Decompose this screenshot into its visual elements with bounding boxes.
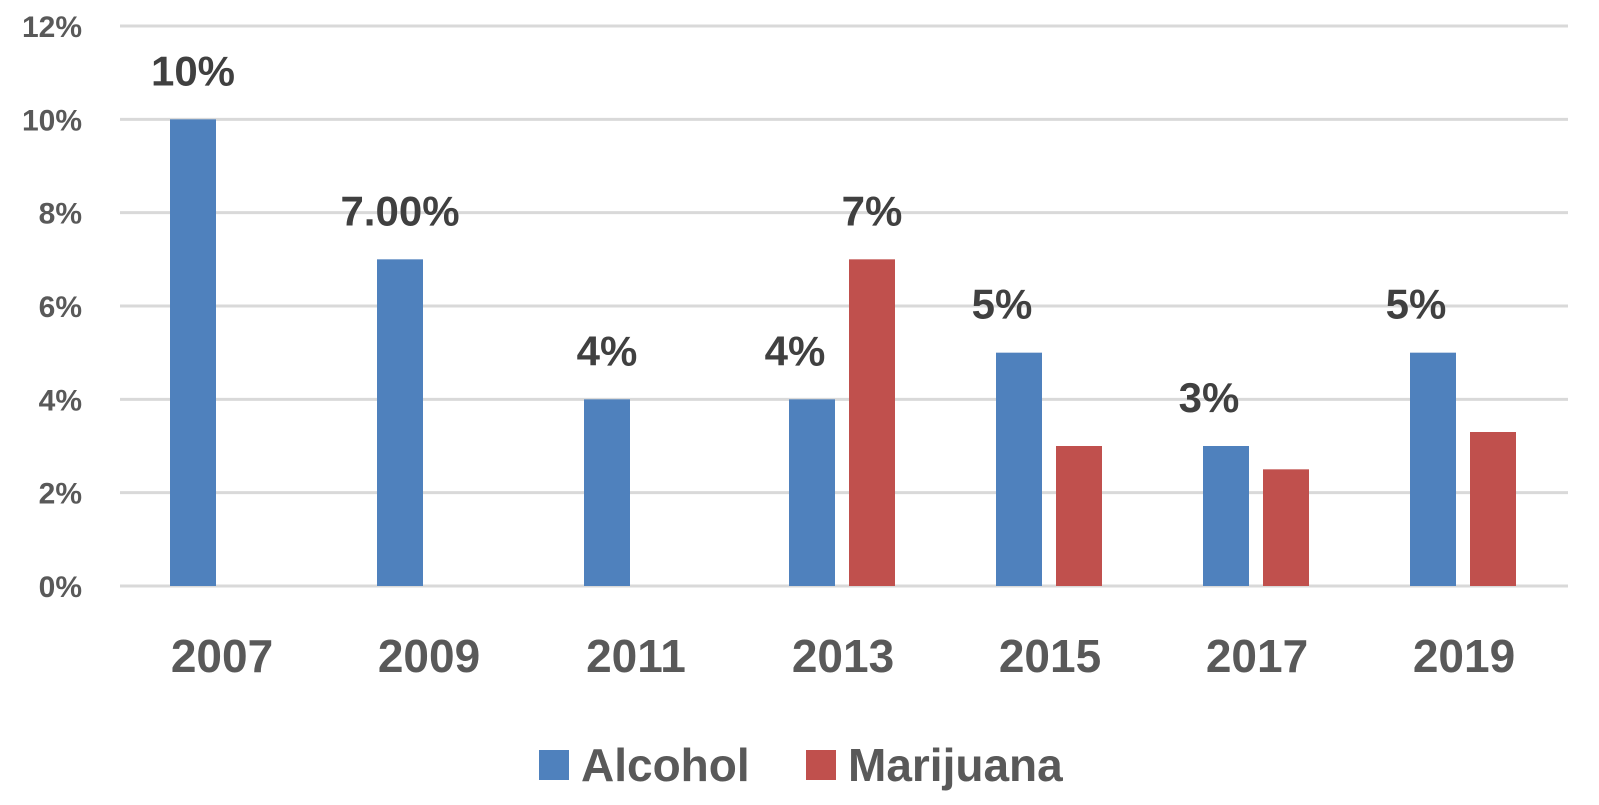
y-tick-label: 10%: [22, 104, 82, 137]
bar-marijuana-2015: [1056, 446, 1102, 586]
bar-marijuana-2017: [1263, 469, 1309, 586]
bar-alcohol-2015: [996, 352, 1042, 586]
data-label-alcohol-2019: 5%: [1386, 281, 1447, 328]
y-tick-label: 0%: [39, 571, 82, 604]
y-tick-label: 8%: [39, 198, 82, 231]
bar-alcohol-2009: [377, 259, 423, 586]
bar-alcohol-2013: [789, 399, 835, 586]
legend-label-alcohol: Alcohol: [581, 739, 750, 791]
bar-marijuana-2013: [849, 259, 895, 586]
bar-alcohol-2019: [1410, 352, 1456, 586]
legend-swatch-alcohol: [539, 750, 569, 780]
data-label-alcohol-2017: 3%: [1179, 374, 1240, 421]
data-label-alcohol-2015: 5%: [972, 281, 1033, 328]
y-tick-label: 2%: [39, 478, 82, 511]
x-tick-label: 2009: [378, 630, 480, 682]
bar-alcohol-2017: [1203, 446, 1249, 586]
y-tick-label: 6%: [39, 291, 82, 324]
gridlines: [120, 24, 1568, 588]
data-label-alcohol-2011: 4%: [577, 327, 638, 374]
x-tick-label: 2011: [586, 630, 686, 682]
x-tick-label: 2013: [792, 630, 894, 682]
data-label-alcohol-2007: 10%: [151, 47, 235, 94]
data-label-marijuana-2013: 7%: [842, 187, 903, 234]
x-tick-label: 2019: [1413, 630, 1515, 682]
x-tick-label: 2007: [171, 630, 273, 682]
bar-marijuana-2019: [1470, 432, 1516, 586]
x-axis-ticks: 2007 2009 2011 2013 2015 2017 2019: [171, 630, 1515, 682]
bars: [170, 119, 1516, 586]
data-label-alcohol-2009: 7.00%: [340, 187, 459, 234]
y-tick-label: 4%: [39, 384, 82, 417]
x-tick-label: 2017: [1206, 630, 1308, 682]
y-tick-label: 12%: [22, 11, 82, 44]
bar-alcohol-2011: [584, 399, 630, 586]
x-tick-label: 2015: [999, 630, 1101, 682]
y-axis-ticks: 0% 2% 4% 6% 8% 10% 12%: [22, 11, 82, 604]
data-label-alcohol-2013: 4%: [765, 327, 826, 374]
legend-swatch-marijuana: [806, 750, 836, 780]
bar-alcohol-2007: [170, 119, 216, 586]
legend: Alcohol Marijuana: [539, 739, 1063, 791]
data-labels: 10% 7.00% 4% 4% 7% 5% 3% 5%: [151, 47, 1446, 421]
legend-label-marijuana: Marijuana: [848, 739, 1063, 791]
